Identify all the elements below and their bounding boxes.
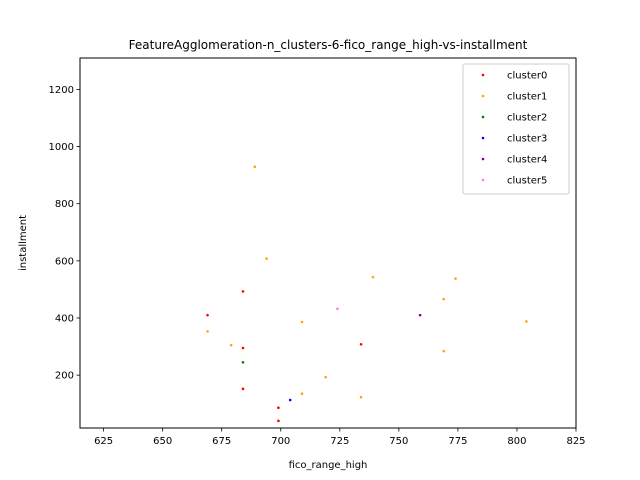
data-point-cluster0-5 <box>277 419 280 423</box>
legend-marker-cluster0 <box>481 73 485 77</box>
legend-label-cluster2: cluster2 <box>507 113 547 124</box>
data-point-cluster0-3 <box>241 387 245 391</box>
chart-title: FeatureAgglomeration-n_clusters-6-fico_r… <box>129 38 528 52</box>
y-tick-label-4: 1000 <box>49 142 74 153</box>
x-axis-label: fico_range_high <box>289 460 368 471</box>
legend-marker-cluster5 <box>481 178 485 182</box>
legend-label-cluster3: cluster3 <box>507 134 547 145</box>
data-point-cluster0-0 <box>206 313 209 317</box>
data-point-cluster1-8 <box>300 320 304 324</box>
y-axis-label: installment <box>18 215 29 271</box>
data-point-cluster0-6 <box>359 342 363 346</box>
legend-frame <box>462 63 570 195</box>
legend-label-cluster4: cluster4 <box>507 155 547 166</box>
legend-label-cluster5: cluster5 <box>507 176 547 187</box>
data-point-cluster0-1 <box>241 290 245 293</box>
x-tick-label-3: 700 <box>271 436 290 447</box>
data-point-cluster0-2 <box>241 346 245 350</box>
data-point-cluster1-6 <box>206 330 209 333</box>
x-tick-label-4: 725 <box>330 436 349 447</box>
data-point-cluster1-11 <box>300 392 304 396</box>
y-tick-label-5: 1200 <box>49 85 74 96</box>
data-point-cluster1-7 <box>229 343 233 347</box>
x-tick-label-2: 675 <box>212 436 231 447</box>
data-point-cluster1-10 <box>324 375 327 379</box>
x-tick-label-1: 650 <box>153 436 172 447</box>
legend-marker-cluster2 <box>481 115 485 119</box>
data-point-cluster1-4 <box>442 297 446 301</box>
x-tick-label-6: 775 <box>448 436 467 447</box>
y-tick-label-0: 200 <box>55 371 74 382</box>
x-tick-label-0: 625 <box>94 436 113 447</box>
data-point-cluster1-5 <box>525 320 528 323</box>
data-point-cluster1-0 <box>253 165 257 169</box>
points-layer <box>206 165 528 423</box>
data-point-cluster1-3 <box>454 277 457 280</box>
data-point-cluster3-0 <box>288 398 292 402</box>
y-tick-label-1: 400 <box>55 314 74 325</box>
legend-label-cluster0: cluster0 <box>507 71 547 82</box>
data-point-cluster0-4 <box>277 406 280 410</box>
legend-marker-cluster4 <box>481 157 485 161</box>
legend-marker-cluster1 <box>481 94 485 98</box>
data-point-cluster2-0 <box>241 360 245 364</box>
x-tick-label-8: 825 <box>566 436 585 447</box>
data-point-cluster5-0 <box>336 307 339 311</box>
data-point-cluster1-2 <box>371 275 375 279</box>
x-tick-label-5: 750 <box>389 436 408 447</box>
data-point-cluster1-1 <box>265 257 268 260</box>
legend-entries: cluster0 cluster1 cluster2 cluster3 cluster4… <box>481 71 547 187</box>
data-point-cluster4-0 <box>418 313 422 317</box>
plot-frame <box>79 57 577 429</box>
x-tick-label-7: 800 <box>507 436 526 447</box>
legend-label-cluster1: cluster1 <box>507 92 547 103</box>
x-axis-ticks: 625 650 675 700 725 750 775 800 825 <box>94 428 586 447</box>
y-axis-ticks: 200 400 600 800 1000 1200 <box>49 85 80 382</box>
data-point-cluster1-12 <box>359 395 363 399</box>
data-point-cluster1-9 <box>442 349 446 353</box>
legend-marker-cluster3 <box>481 136 485 140</box>
y-tick-label-3: 800 <box>55 199 74 210</box>
legend: cluster0 cluster1 cluster2 cluster3 cluster4… <box>462 63 570 195</box>
y-tick-label-2: 600 <box>55 256 74 267</box>
